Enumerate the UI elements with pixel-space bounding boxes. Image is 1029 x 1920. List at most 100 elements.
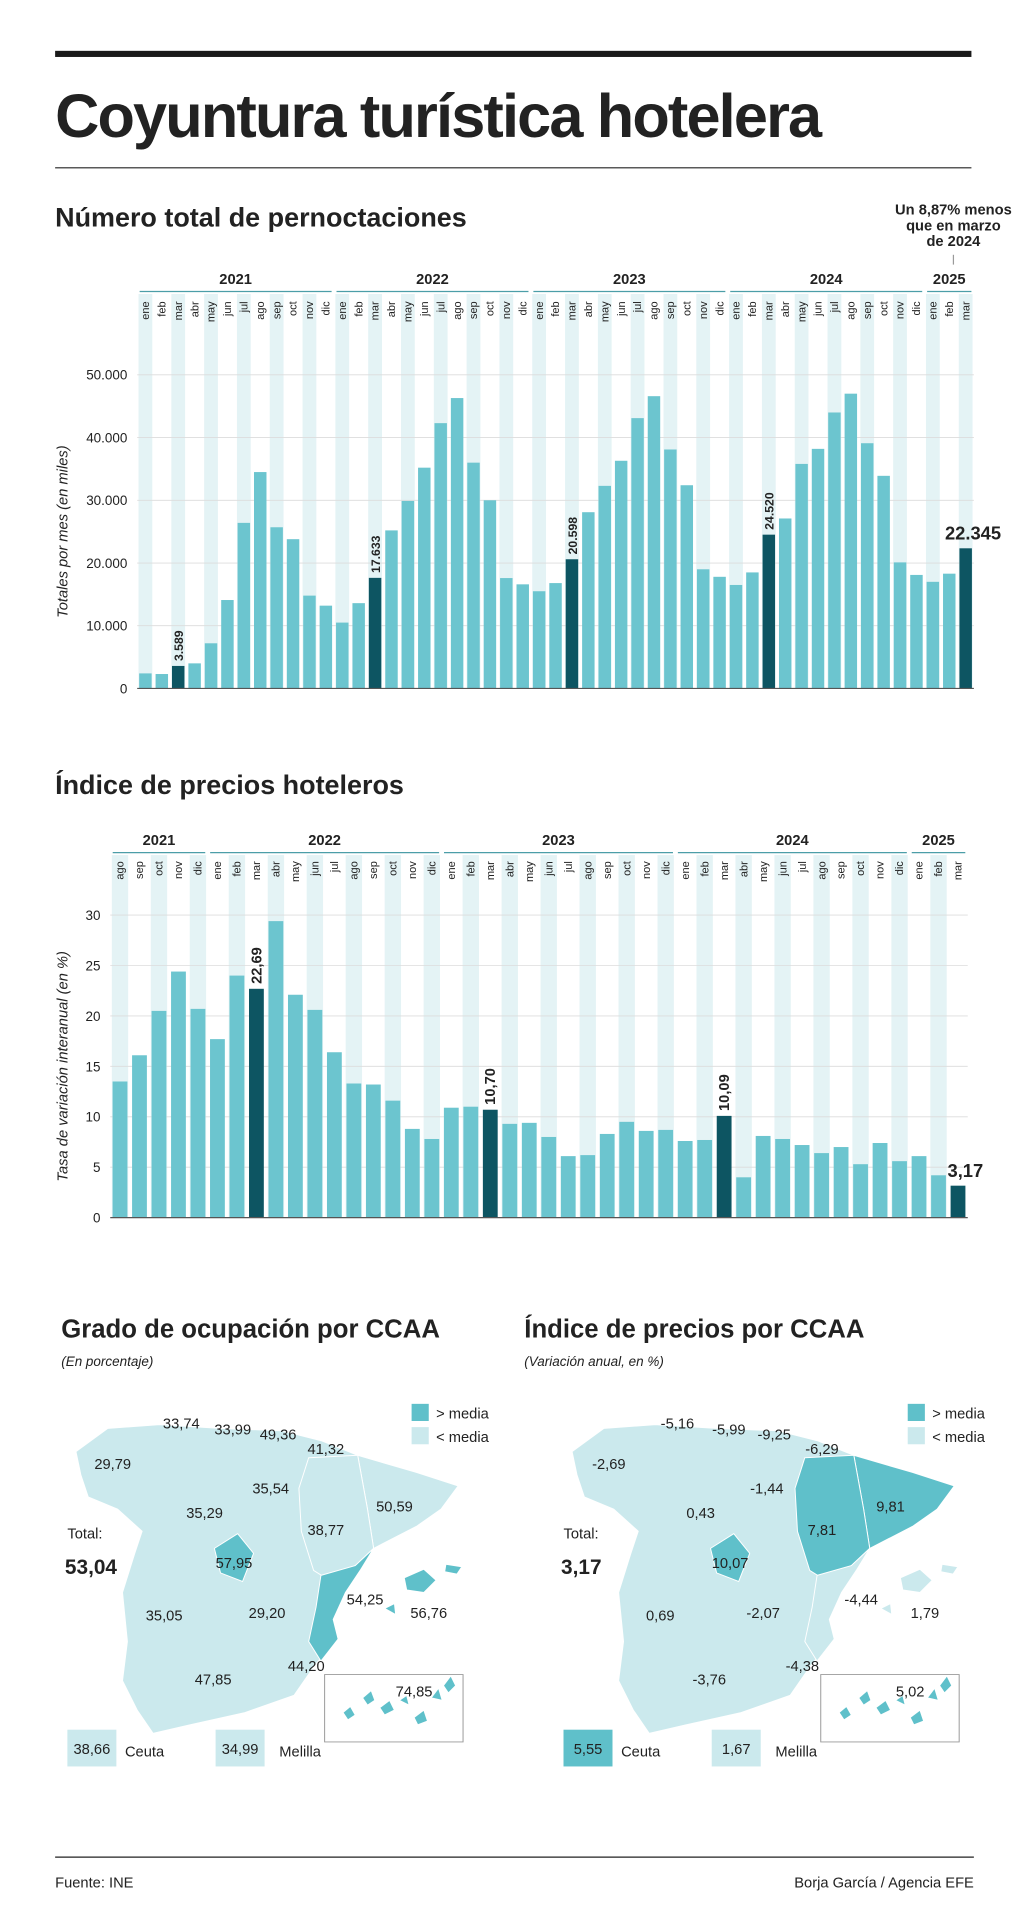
x-tick-label: mar [251,861,263,880]
region-value: -4,44 [844,1593,877,1609]
region-value: 10,07 [712,1556,749,1572]
bar [910,574,923,689]
bar [795,463,808,689]
x-tick-label: may [599,301,611,322]
x-tick-label: abr [583,301,595,317]
stripe [540,855,557,1218]
region [804,1548,871,1662]
x-tick-label: ago [846,301,858,319]
stripe [171,293,186,689]
bar [467,462,480,689]
x-tick-label: mar [370,301,382,320]
x-tick-label: may [290,861,302,882]
stripe [423,855,440,1218]
annotation: Un 8,87% menos [895,202,1012,218]
region-value: 35,05 [146,1609,183,1625]
region-value: 5,02 [896,1685,925,1701]
x-tick-label: oct [154,861,166,876]
bar [112,1081,128,1218]
stripe [930,855,947,1218]
bar [853,1164,868,1218]
x-tick-label: may [524,861,536,882]
region-value: -5,16 [661,1416,694,1432]
x-tick-label: abr [780,301,792,317]
region-value: -9,25 [757,1427,790,1443]
legend-swatch [411,1427,429,1445]
bar [931,1175,946,1218]
x-tick-label: oct [878,301,890,316]
x-tick-label: oct [681,301,693,316]
bar [696,569,710,689]
bar [828,412,841,689]
bar [532,591,546,689]
bar [171,665,185,689]
legend-label: > media [932,1407,985,1423]
x-tick-label: sep [468,301,480,319]
x-tick-label: dic [714,301,726,316]
bar [713,576,726,689]
bar [521,1122,537,1218]
legend-swatch [411,1403,429,1421]
x-tick-label: mar [953,861,965,880]
bar [500,578,513,689]
bar [368,577,382,689]
x-tick-label: feb [747,301,759,316]
x-tick-label: ene [337,301,349,319]
x-tick-label: feb [353,301,365,316]
x-tick-label: nov [501,301,513,319]
bar [844,393,858,689]
bar [565,559,579,689]
bar [237,522,251,689]
melilla-value: 1,67 [722,1742,751,1758]
x-tick-label: nov [407,861,419,879]
year-label: 2023 [542,833,575,849]
region-value: 29,79 [94,1457,131,1473]
x-tick-label: nov [173,861,185,879]
x-tick-label: abr [189,301,201,317]
stripe [891,855,908,1218]
bar [346,1083,362,1218]
bar [326,1052,342,1218]
region-value: 38,77 [307,1523,344,1539]
x-tick-label: jul [563,861,575,873]
region-value: 56,76 [410,1606,447,1622]
region-value: 33,99 [214,1422,251,1438]
region-value: 0,69 [646,1609,675,1625]
x-tick-label: ago [649,301,661,319]
y-tick-label: 0 [120,681,127,696]
year-label: 2022 [308,833,341,849]
y-tick-label: 30.000 [86,493,127,508]
stripe [657,855,674,1218]
main-title: Coyuntura turística hotelera [55,82,823,150]
ceuta-box [67,1729,117,1767]
value-label: 10,70 [483,1068,499,1105]
x-tick-label: ene [140,301,152,319]
total-label: Total: [67,1527,102,1543]
ceuta-value: 5,55 [574,1742,603,1758]
bar [385,1100,401,1218]
x-tick-label: jun [777,861,789,877]
region-value: 0,43 [686,1506,715,1522]
x-tick-label: ago [452,301,464,319]
x-tick-label: ago [582,861,594,879]
bar [716,1115,732,1218]
y-axis-label: Tasa de variación interanual (en %) [55,951,71,1182]
region-value: 35,29 [186,1506,223,1522]
region-value: 1,79 [911,1606,940,1622]
x-tick-label: dic [894,861,906,876]
value-label: 17.633 [369,535,383,573]
x-tick-label: feb [465,861,477,876]
x-tick-label: mar [719,861,731,880]
bar [582,512,595,689]
bar [950,1185,966,1218]
x-tick-label: ene [212,861,224,879]
x-tick-label: ago [816,861,828,879]
bar [286,539,300,689]
stripe [579,855,596,1218]
bar [132,1055,147,1218]
region [342,1674,457,1726]
x-tick-label: ene [731,301,743,319]
x-tick-label: sep [836,861,848,879]
bar [151,1010,167,1218]
x-tick-label: sep [602,861,614,879]
